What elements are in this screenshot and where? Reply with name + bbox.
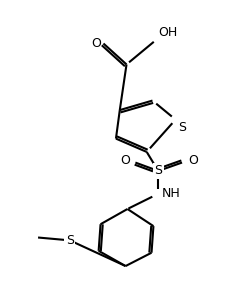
Text: S: S [66,234,74,247]
Text: S: S [178,121,186,134]
Text: O: O [91,37,101,50]
Text: O: O [188,154,198,167]
Text: NH: NH [161,187,180,200]
Text: S: S [154,164,162,178]
Text: O: O [120,154,130,167]
Text: OH: OH [158,26,177,39]
